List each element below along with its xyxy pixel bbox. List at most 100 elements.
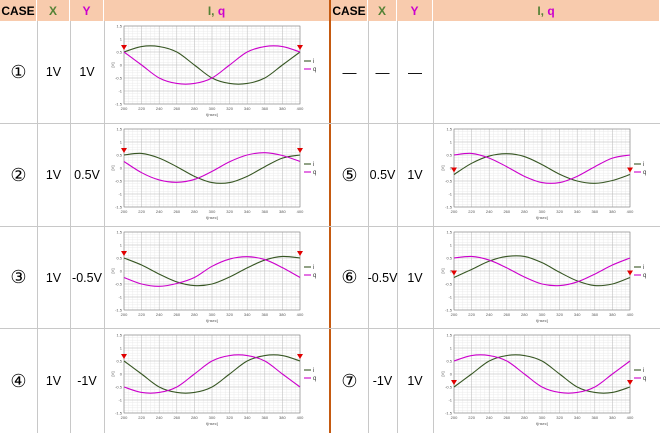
x-tick-label: 380 [279, 312, 286, 317]
y-tick-label: 0 [120, 62, 123, 67]
x-axis-label: t[nsec] [536, 421, 548, 426]
x-value: -1V [372, 374, 393, 388]
series-line-i [123, 354, 301, 394]
grid-line [70, 21, 71, 433]
x-tick-label: 380 [609, 415, 616, 420]
y-tick-label: 0.5 [446, 358, 452, 363]
iq-chart-case-1: 200 220 240 260 280 300 320 340 360 380 400 1.5 1 0.5… [110, 23, 316, 117]
x-value: 1V [45, 374, 62, 388]
grid-line [0, 123, 660, 124]
x-tick-label: 360 [261, 106, 268, 111]
y-tick-label: -1.5 [445, 307, 453, 312]
iq-chart-case-7: 200 220 240 260 280 300 320 340 360 380 400 1.5 1 0.5… [440, 332, 646, 426]
x-tick-label: 260 [173, 415, 180, 420]
header-x-right: X [368, 0, 397, 21]
y-axis-label: [V] [110, 166, 115, 171]
marker-triangle [451, 380, 457, 385]
x-tick-label: 260 [503, 415, 510, 420]
x-tick-label: 280 [191, 312, 198, 317]
x-tick-label: 200 [121, 209, 128, 214]
x-tick-label: 300 [539, 415, 546, 420]
x-tick-label: 280 [191, 209, 198, 214]
y-tick-label: 1.5 [116, 126, 122, 131]
marker-triangle [627, 270, 633, 276]
x-tick-label: 380 [609, 312, 616, 317]
iq-chart-case-5: 200 220 240 260 280 300 320 340 360 380 400 1.5 1 0.5… [440, 126, 646, 220]
x-tick-label: 280 [521, 312, 528, 317]
x-tick-label: 340 [574, 312, 581, 317]
y-tick-label: 1.5 [116, 229, 122, 234]
y-tick-label: -1 [118, 191, 122, 196]
header-case-right: CASE [331, 0, 368, 21]
x-tick-label: 360 [261, 415, 268, 420]
x-tick-label: 200 [451, 209, 458, 214]
y-tick-label: -0.5 [445, 384, 453, 389]
legend-label-i: i [643, 368, 644, 374]
header-y-left: Y [70, 0, 104, 21]
x-tick-label: 220 [468, 415, 475, 420]
plot-frame [123, 231, 301, 311]
x-tick-label: 280 [191, 415, 198, 420]
x-tick-label: 200 [121, 312, 128, 317]
legend-label-q: q [313, 67, 316, 73]
y-tick-label: 1 [450, 242, 453, 247]
header-case-left: CASE [0, 0, 37, 21]
iq-chart-case-3: 200 220 240 260 280 300 320 340 360 380 400 1.5 1 0.5… [110, 229, 316, 323]
x-axis-label: t[nsec] [206, 215, 218, 220]
x-tick-label: 300 [539, 312, 546, 317]
x-tick-label: 320 [226, 106, 233, 111]
x-tick-label: 280 [521, 415, 528, 420]
x-tick-label: 320 [226, 312, 233, 317]
legend-label-i: i [313, 162, 314, 168]
x-tick-label: 240 [486, 415, 493, 420]
x-tick-label: 240 [486, 209, 493, 214]
x-tick-label: 320 [226, 415, 233, 420]
x-tick-label: 220 [138, 209, 145, 214]
grid-line [104, 21, 105, 433]
header-x-left: X [37, 0, 70, 21]
x-value: 1V [45, 270, 62, 285]
y-value: 1V [407, 168, 423, 182]
case-label: ① [10, 61, 27, 82]
y-tick-label: -0.5 [115, 75, 123, 80]
x-tick-label: 360 [261, 209, 268, 214]
x-tick-label: 400 [297, 312, 304, 317]
series-line-i [453, 255, 631, 287]
y-tick-label: 1 [120, 242, 123, 247]
x-tick-label: 240 [156, 209, 163, 214]
series-line-q [123, 354, 301, 394]
case-label: ⑦ [341, 370, 358, 391]
series-line-q [453, 152, 631, 184]
header-i-label: I [537, 3, 541, 18]
y-tick-label: 0.5 [116, 358, 122, 363]
legend-label-q: q [643, 170, 646, 176]
x-tick-label: 380 [279, 209, 286, 214]
x-tick-label: 200 [451, 415, 458, 420]
x-tick-label: 380 [279, 106, 286, 111]
x-value: 0.5V [369, 168, 396, 182]
y-tick-label: -1 [448, 397, 452, 402]
x-axis-label: t[nsec] [536, 215, 548, 220]
case-label: ⑤ [341, 164, 358, 185]
plot-frame [123, 25, 301, 105]
x-tick-label: 360 [591, 209, 598, 214]
y-tick-label: -0.5 [445, 281, 453, 286]
x-tick-label: 340 [574, 209, 581, 214]
series-line-i [453, 153, 631, 184]
y-tick-label: 1.5 [116, 332, 122, 337]
y-axis-label: [V] [110, 63, 115, 68]
legend-label-q: q [643, 376, 646, 382]
x-tick-label: 240 [156, 312, 163, 317]
x-tick-label: 340 [244, 106, 251, 111]
y-value: 1V [79, 65, 95, 79]
case-label: ③ [10, 267, 27, 287]
x-value: -0.5V [367, 270, 398, 285]
y-value: -1V [77, 374, 97, 388]
y-tick-label: -1 [118, 397, 122, 402]
plot-frame [453, 334, 631, 414]
case-label: ② [10, 164, 27, 185]
marker-triangle [451, 270, 457, 276]
series-line-q [123, 45, 301, 85]
x-tick-label: 200 [121, 106, 128, 111]
